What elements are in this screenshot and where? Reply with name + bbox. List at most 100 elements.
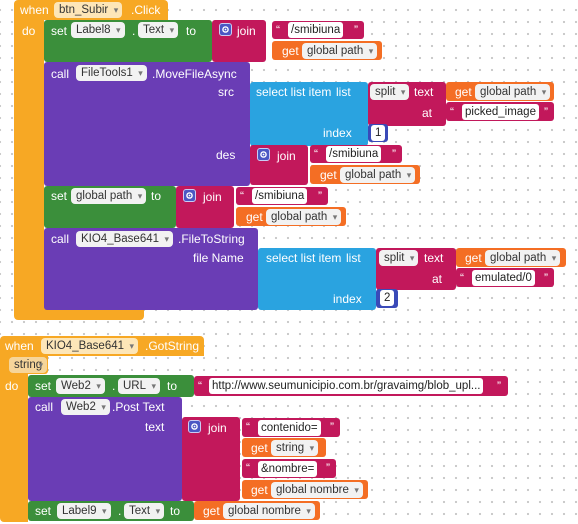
string-value[interactable]: emulated/0 (472, 270, 535, 286)
when-label: when (5, 339, 34, 353)
dot-label: . (112, 379, 116, 393)
string-value[interactable]: /smibiuna (252, 188, 308, 204)
text-label: text (414, 85, 434, 99)
select-list-item-block[interactable] (258, 248, 376, 310)
do-label: do (22, 24, 36, 38)
get-label: get (203, 504, 220, 518)
component-dropdown[interactable]: KIO4_Base641 (76, 231, 174, 247)
open-quote: “ (314, 147, 318, 161)
number-value[interactable]: 2 (380, 290, 395, 306)
open-quote: “ (246, 420, 250, 434)
select-list-item-label: select list item (256, 85, 332, 99)
parameter-string[interactable]: string (9, 357, 48, 373)
component-dropdown[interactable]: Label9 (57, 503, 111, 519)
close-quote: ” (318, 189, 322, 203)
dot-label: . (132, 24, 136, 38)
split-dropdown[interactable]: split (370, 84, 410, 100)
call-label: call (51, 232, 70, 246)
src-label: src (218, 85, 234, 99)
event-body-left (0, 354, 28, 522)
number-value[interactable]: 1 (371, 125, 386, 141)
to-label: to (167, 379, 178, 393)
string-value[interactable]: contenido= (258, 420, 321, 436)
string-value[interactable]: &nombre= (258, 461, 318, 477)
variable-dropdown[interactable]: global path (340, 167, 416, 183)
select-list-item-block[interactable] (250, 82, 368, 146)
open-quote: “ (450, 105, 454, 119)
variable-dropdown[interactable]: global path (302, 43, 378, 59)
open-quote: “ (198, 379, 202, 393)
text-label: text (424, 251, 444, 265)
method-name: .FileToString (178, 232, 245, 246)
list-label: list (346, 251, 361, 265)
property-dropdown[interactable]: Text (124, 503, 165, 519)
to-label: to (151, 189, 162, 203)
close-quote: ” (497, 379, 501, 393)
variable-dropdown[interactable]: global path (475, 84, 551, 100)
file-name-label: file Name (193, 251, 244, 265)
event-name: .Click (131, 3, 161, 17)
set-label: set (51, 189, 68, 203)
component-dropdown[interactable]: Web2 (56, 378, 105, 394)
close-quote: ” (544, 105, 548, 119)
join-label: join (203, 190, 222, 204)
index-label: index (333, 292, 362, 306)
do-label: do (5, 379, 19, 393)
set-label: set (35, 504, 52, 518)
component-dropdown[interactable]: btn_Subir (54, 2, 123, 18)
close-quote: ” (330, 420, 334, 434)
call-movefileasync-block[interactable] (44, 62, 250, 186)
event-name: .GotString (145, 339, 200, 353)
method-name: .MoveFileAsync (152, 67, 237, 81)
open-quote: “ (460, 271, 464, 285)
string-value[interactable]: /smibiuna (288, 22, 344, 38)
close-quote: ” (354, 23, 358, 37)
open-quote: “ (240, 189, 244, 203)
list-label: list (336, 85, 351, 99)
gear-icon[interactable] (257, 148, 270, 161)
gear-icon[interactable] (188, 420, 201, 433)
set-label: set (35, 379, 52, 393)
join-label: join (237, 24, 256, 38)
variable-dropdown[interactable]: global nombre (271, 482, 363, 498)
get-label: get (251, 441, 268, 455)
split-dropdown[interactable]: split (379, 250, 419, 266)
when-label: when (20, 3, 49, 17)
index-label: index (323, 126, 352, 140)
string-value[interactable]: /smibiuna (326, 146, 382, 162)
variable-dropdown[interactable]: global nombre (223, 503, 315, 519)
to-label: to (170, 504, 181, 518)
url-string-value[interactable]: http://www.seumunicipio.com.br/gravaimg/… (209, 378, 484, 394)
get-label: get (246, 210, 263, 224)
to-label: to (186, 24, 197, 38)
dot-label: . (118, 504, 122, 518)
component-dropdown[interactable]: FileTools1 (76, 65, 147, 81)
at-label: at (432, 272, 443, 286)
open-quote: “ (276, 23, 280, 37)
close-quote: ” (392, 147, 396, 161)
select-list-item-label: select list item (266, 251, 342, 265)
get-label: get (465, 251, 482, 265)
variable-dropdown[interactable]: global path (485, 250, 561, 266)
get-label: get (251, 483, 268, 497)
text-label: text (145, 420, 165, 434)
gear-icon[interactable] (183, 189, 196, 202)
property-dropdown[interactable]: URL (118, 378, 161, 394)
variable-dropdown[interactable]: string (271, 440, 319, 456)
component-dropdown[interactable]: KIO4_Base641 (41, 338, 139, 354)
call-label: call (51, 67, 70, 81)
open-quote: “ (246, 461, 250, 475)
close-quote: ” (326, 461, 330, 475)
string-value[interactable]: picked_image (462, 104, 539, 120)
method-name: .Post Text (112, 400, 165, 414)
variable-dropdown[interactable]: global path (266, 209, 342, 225)
get-label: get (455, 85, 472, 99)
event-body-left (14, 18, 44, 318)
component-dropdown[interactable]: Label8 (71, 22, 125, 38)
gear-icon[interactable] (219, 23, 232, 36)
at-label: at (422, 106, 433, 120)
join-label: join (277, 149, 296, 163)
component-dropdown[interactable]: Web2 (61, 399, 110, 415)
variable-dropdown[interactable]: global path (71, 188, 147, 204)
property-dropdown[interactable]: Text (138, 22, 179, 38)
